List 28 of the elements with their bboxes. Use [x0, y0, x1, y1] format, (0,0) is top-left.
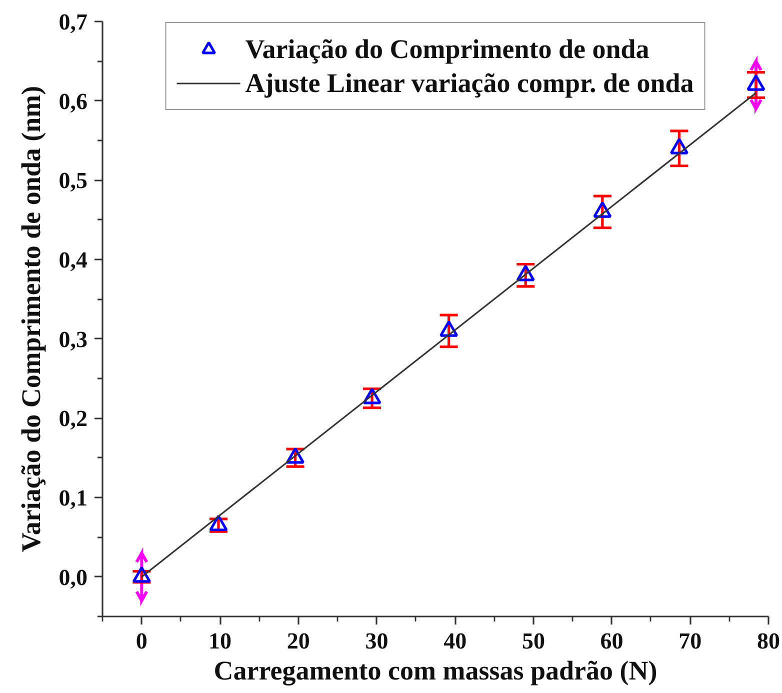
x-tick-label: 70: [678, 628, 702, 654]
point: [440, 320, 458, 337]
y-tick-label: 0,5: [58, 168, 88, 194]
x-tick-label: 20: [286, 628, 310, 654]
y-tick-label: 0,2: [58, 406, 88, 432]
x-tick-label: 80: [757, 628, 780, 654]
point: [286, 447, 305, 464]
point: [670, 138, 688, 154]
point: [132, 566, 151, 583]
legend-label: Ajuste Linear variação compr. de onda: [245, 67, 694, 99]
x-tick-label: 40: [444, 628, 467, 654]
x-tick-label: 30: [365, 628, 388, 654]
legend-label: Variação do Comprimento de onda: [245, 33, 650, 65]
y-tick-label: 0,3: [58, 326, 88, 352]
point: [593, 201, 612, 218]
y-tick-label: 0,1: [58, 486, 88, 510]
x-tick-label: 10: [208, 628, 232, 654]
point: [746, 74, 766, 91]
x-axis-title: Carregamento com massas padrão (N): [214, 656, 658, 686]
y-tick-label: 0,4: [58, 248, 88, 272]
point: [209, 514, 228, 532]
x-tick-label: 60: [600, 628, 624, 654]
y-tick-label: 0,7: [58, 10, 88, 34]
y-tick-label: 0,0: [58, 564, 88, 590]
y-axis-title: Variação do Comprimento de onda (nm): [16, 86, 46, 552]
y-tick-label: 0,6: [58, 88, 88, 114]
x-tick-label: 50: [522, 628, 545, 654]
x-tick-label: 0: [136, 628, 148, 654]
